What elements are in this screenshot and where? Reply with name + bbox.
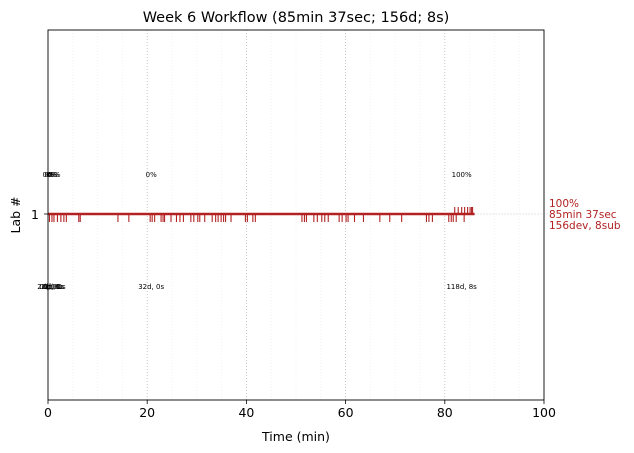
x-tick-label: 0 (44, 405, 52, 420)
annotation-top: 0% (146, 171, 157, 179)
x-tick-label: 20 (139, 405, 155, 420)
end-label: 100% 85min 37sec 156dev, 8sub (549, 198, 621, 232)
annotation-bottom: 0d, 0s (43, 283, 65, 291)
x-axis-label: Time (min) (261, 429, 330, 444)
annotation-top: 100% (452, 171, 472, 179)
x-tick-label: 80 (437, 405, 453, 420)
chart-title: Week 6 Workflow (85min 37sec; 156d; 8s) (143, 10, 450, 26)
annotation-bottom: 0d, 0s (39, 283, 61, 291)
series-events (48, 207, 475, 222)
annotation-top: 0% (44, 171, 55, 179)
end-label-line1: 100% (549, 198, 579, 210)
end-label-line3: 156dev, 8sub (549, 220, 621, 232)
annotation-top: 0% (48, 171, 59, 179)
annotations: 0%2d, 0s0%0d, 0s0%2d, 0s0%0d, 0s6%2d, 0s… (37, 171, 477, 291)
x-tick-label: 60 (338, 405, 354, 420)
x-tick-label: 40 (238, 405, 254, 420)
annotation-bottom: 118d, 8s (446, 283, 477, 291)
y-axis-ticks: 1 (31, 207, 48, 222)
y-axis-label: Lab # (8, 196, 23, 233)
end-label-line2: 85min 37sec (549, 209, 617, 221)
x-axis-ticks: 0 20 40 60 80 100 (44, 400, 556, 420)
grid-lines (72, 30, 550, 400)
y-tick-label: 1 (31, 207, 39, 222)
plot-frame (47, 29, 545, 401)
annotation-bottom: 32d, 0s (138, 283, 164, 291)
annotation-top: 6% (49, 171, 60, 179)
annotation-bottom: 2d, 0s (44, 283, 66, 291)
x-tick-label: 100 (532, 405, 556, 420)
annotation-top: 0% (46, 171, 57, 179)
annotation-bottom: 2d, 0s (41, 283, 63, 291)
